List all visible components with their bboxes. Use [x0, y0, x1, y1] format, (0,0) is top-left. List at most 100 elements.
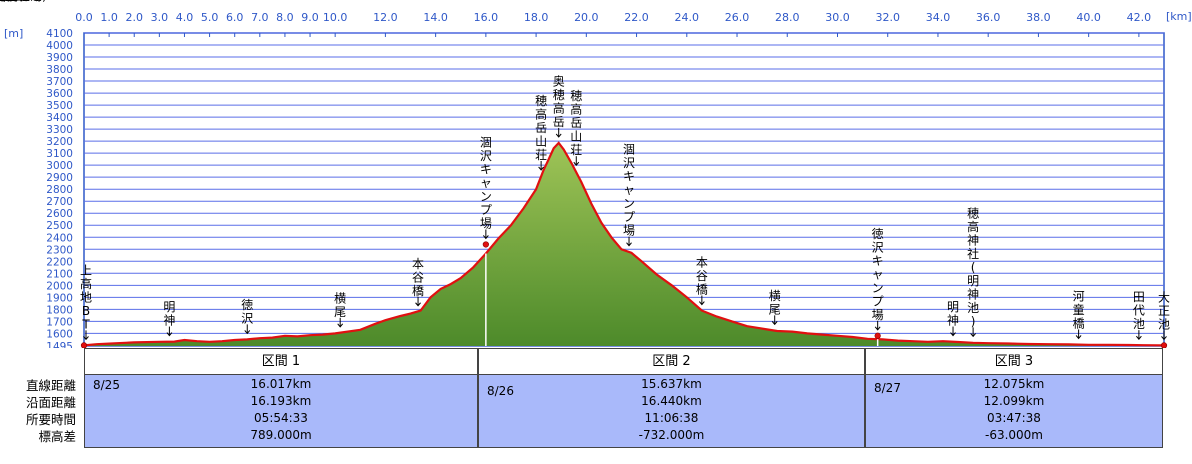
- waypoint-arrowhead: [555, 133, 562, 138]
- waypoint-marker[interactable]: [1160, 342, 1168, 348]
- x-tick-label: 38.0: [1026, 11, 1051, 24]
- segment-3-header[interactable]: 区間 3: [865, 348, 1163, 375]
- waypoint-arrowhead: [1135, 335, 1142, 340]
- waypoint-arrowhead: [1075, 335, 1082, 340]
- row-label-surface: 沿面距離: [25, 395, 76, 410]
- row-label-elevation: 標高差: [38, 429, 76, 444]
- segment-3-straight: 12.075km: [983, 377, 1045, 391]
- y-tick-label: 2100: [46, 268, 73, 280]
- x-tick-label: 42.0: [1127, 11, 1152, 24]
- y-unit-label: [m]: [4, 27, 23, 40]
- x-tick-label: 9.0: [301, 11, 319, 24]
- y-tick-label: 2400: [46, 232, 73, 244]
- y-tick-label: 2900: [46, 172, 73, 184]
- y-tick-label: 2700: [46, 196, 73, 208]
- waypoint-arrowhead: [83, 336, 89, 341]
- segment-2-surface: 16.440km: [641, 394, 702, 408]
- y-tick-label: 4000: [46, 40, 73, 52]
- segment-3-surface: 12.099km: [983, 394, 1045, 408]
- segment-3-time: 03:47:38: [987, 411, 1041, 425]
- segment-summary-table: 直線距離 沿面距離 所要時間 標高差 区間 1 8/25 16.017km 16…: [0, 348, 1192, 448]
- x-tick-label: 2.0: [125, 11, 143, 24]
- waypoint-arrowhead: [970, 333, 977, 338]
- y-tick-label: 3500: [46, 100, 73, 112]
- x-tick-label: 14.0: [423, 11, 448, 24]
- y-tick-label: 2600: [46, 208, 73, 220]
- y-tick-label: 1900: [46, 292, 73, 304]
- y-tick-label: 3300: [46, 124, 73, 136]
- waypoint-arrowhead: [573, 161, 580, 166]
- x-tick-label: 6.0: [226, 11, 244, 24]
- segment-2-body: 8/26 15.637km 16.440km 11:06:38 -732.000…: [478, 375, 865, 448]
- x-tick-label: 12.0: [373, 11, 398, 24]
- waypoint-arrowhead: [1161, 336, 1167, 341]
- x-tick-label: 22.0: [624, 11, 649, 24]
- segment-1-surface: 16.193km: [250, 394, 312, 408]
- segment-1-body: 8/25 16.017km 16.193km 05:54:33 789.000m: [84, 375, 478, 448]
- segment-3-date: 8/27: [874, 381, 901, 395]
- segment-3-elev: -63.000m: [984, 428, 1043, 442]
- x-tick-label: 10.0: [323, 11, 348, 24]
- segment-boundary-lines: [485, 253, 879, 346]
- row-label-time: 所要時間: [25, 412, 76, 427]
- x-tick-label: 3.0: [151, 11, 169, 24]
- x-tick-label: 8.0: [276, 11, 294, 24]
- x-tick-label: 5.0: [201, 11, 219, 24]
- x-tick-label: 16.0: [474, 11, 499, 24]
- waypoint-arrowhead: [337, 323, 344, 328]
- elevation-area: [84, 142, 1164, 346]
- y-tick-label: 1600: [46, 328, 73, 340]
- waypoint-marker[interactable]: [482, 241, 489, 248]
- y-tick-label: 2800: [46, 184, 73, 196]
- y-tick-label: 3400: [46, 112, 73, 124]
- segment-1-date: 8/25: [93, 378, 120, 392]
- x-tick-label: 0.0: [75, 11, 93, 24]
- elevation-line: [83, 141, 1165, 347]
- waypoint-arrowhead: [166, 332, 173, 337]
- y-tick-label: 1700: [46, 316, 73, 328]
- segment-2-straight: 15.637km: [641, 377, 702, 391]
- segment-2-header[interactable]: 区間 2: [478, 348, 865, 375]
- y-tick-label: 3100: [46, 148, 73, 160]
- waypoint-arrowhead: [950, 332, 956, 337]
- waypoint-arrowhead: [538, 166, 545, 171]
- elevation-profile-chart: 0.0 1.0 2.0 3.0 4.0 5.0 6.0 7.0 8.0 9.0 10.0 12.0 14…: [0, 0, 1192, 348]
- segment-1-header[interactable]: 区間 1: [84, 348, 478, 375]
- x-tick-label: 24.0: [675, 11, 700, 24]
- segment-3-body: 8/27 12.075km 12.099km 03:47:38 -63.000m: [865, 375, 1163, 448]
- segment-2-time: 11:06:38: [644, 411, 699, 425]
- waypoint-arrowhead: [874, 326, 881, 331]
- y-tick-label: 3900: [46, 52, 73, 64]
- waypoint-marker[interactable]: [874, 332, 881, 339]
- y-tick-label: 3800: [46, 64, 73, 76]
- waypoint-arrowhead: [482, 235, 489, 240]
- x-tick-label: 26.0: [725, 11, 750, 24]
- x-tick-label: 34.0: [926, 11, 951, 24]
- x-tick-label: 1.0: [100, 11, 118, 24]
- x-tick-label: 36.0: [976, 11, 1001, 24]
- y-tick-label: 2200: [46, 256, 73, 268]
- y-tick-label: 2500: [46, 220, 73, 232]
- y-tick-label: 2000: [46, 280, 73, 292]
- segment-2-date: 8/26: [487, 384, 514, 398]
- waypoint-arrowhead: [626, 242, 632, 247]
- waypoint-arrowhead: [244, 330, 251, 335]
- waypoint-marker[interactable]: [80, 342, 88, 348]
- y-axis-ticks: 1495160017001800190020002100220023002400…: [46, 28, 73, 348]
- segment-2-elev: -732.000m: [638, 428, 705, 442]
- segment-1-elev: 789.000m: [250, 428, 312, 442]
- row-label-straight: 直線距離: [25, 378, 76, 393]
- y-tick-label: 1495: [46, 341, 73, 348]
- waypoint-arrowhead: [415, 302, 421, 307]
- y-tick-label: 3600: [46, 88, 73, 100]
- y-tick-label: 4100: [46, 28, 73, 40]
- x-tick-label: 7.0: [251, 11, 269, 24]
- x-tick-label: 32.0: [875, 11, 900, 24]
- x-axis-ticks: 0.0 1.0 2.0 3.0 4.0 5.0 6.0 7.0 8.0 9.0 10.0 12.0 14…: [75, 11, 1151, 37]
- x-tick-label: 20.0: [574, 11, 599, 24]
- waypoint-arrowhead: [771, 321, 778, 326]
- segment-1-time: 05:54:33: [254, 411, 308, 425]
- x-tick-label: 28.0: [775, 11, 800, 24]
- segment-1-straight: 16.017km: [250, 377, 312, 391]
- x-tick-label: 40.0: [1076, 11, 1101, 24]
